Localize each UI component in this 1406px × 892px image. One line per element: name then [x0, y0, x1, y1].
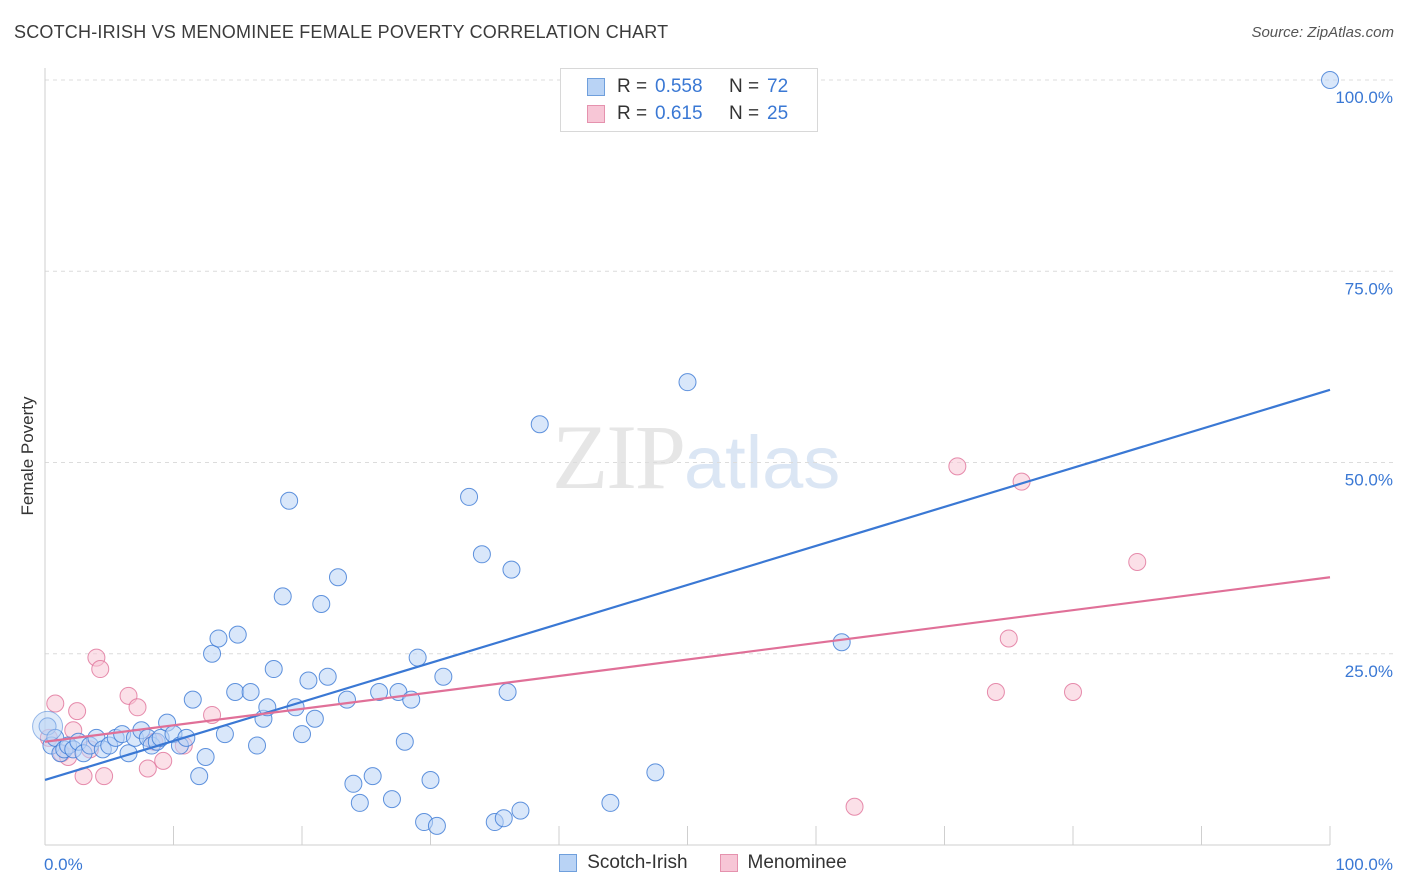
correlation-legend: R = 0.558 N = 72 R = 0.615 N = 25 [560, 68, 818, 132]
data-point [350, 793, 369, 812]
legend-swatch-pink [719, 854, 738, 872]
data-point [337, 690, 356, 709]
data-point [128, 698, 147, 717]
legend-n-label: N = [729, 76, 760, 97]
data-point [209, 629, 228, 648]
data-point [472, 545, 491, 564]
legend-item-menominee: Menominee [719, 852, 847, 874]
data-point [226, 683, 245, 701]
legend-item-label: Scotch-Irish [587, 852, 688, 873]
x-tick-label: 0.0% [44, 855, 83, 874]
data-point [646, 763, 665, 782]
y-axis-label: Female Poverty [18, 396, 37, 516]
x-tick-label: 100.0% [1335, 855, 1393, 874]
chart-title: SCOTCH-IRISH VS MENOMINEE FEMALE POVERTY… [14, 22, 669, 42]
data-point [299, 671, 318, 690]
grid-lines [45, 79, 1395, 655]
watermark-zip: ZIP [552, 406, 686, 508]
scotch-irish-trendline [44, 388, 1331, 782]
data-point [498, 683, 517, 701]
data-point [601, 793, 620, 812]
legend-row-scotch-irish: R = 0.558 N = 72 [587, 75, 788, 99]
legend-r-label: R = [617, 76, 648, 97]
data-point [1128, 552, 1147, 571]
data-point [154, 751, 173, 770]
menominee-trendline [44, 576, 1331, 743]
legend-item-scotch-irish: Scotch-Irish [559, 852, 688, 874]
legend-n-value: 25 [767, 103, 789, 124]
legend-item-label: Menominee [747, 852, 847, 873]
trendlines [44, 388, 1331, 782]
legend-swatch-pink [587, 105, 605, 123]
y-tick-label: 75.0% [1345, 279, 1393, 298]
tick-labels: 100.0% 75.0% 50.0% 25.0% 0.0% 100.0% [44, 88, 1393, 874]
scotch-irish-points [32, 71, 1339, 835]
data-point [434, 667, 453, 686]
data-point [678, 373, 697, 392]
data-point [832, 633, 851, 652]
data-point [948, 457, 967, 476]
legend-n-value: 72 [767, 76, 789, 97]
data-point [363, 767, 382, 786]
data-point [95, 767, 114, 786]
y-tick-label: 25.0% [1345, 662, 1393, 681]
data-point [183, 690, 202, 709]
series-legend: Scotch-Irish Menominee [0, 852, 1406, 874]
y-tick-label: 50.0% [1345, 471, 1393, 490]
data-point-cluster [32, 710, 64, 742]
legend-n-label: N = [729, 103, 760, 124]
data-point [421, 770, 440, 789]
data-point [530, 415, 549, 434]
data-point [228, 625, 247, 644]
legend-swatch-blue [587, 78, 605, 96]
data-point [196, 748, 215, 767]
data-point [408, 648, 427, 667]
data-point [460, 487, 479, 506]
axes [44, 68, 1331, 846]
source-label: Source: ZipAtlas.com [1251, 24, 1394, 41]
data-point [293, 725, 311, 744]
data-point [305, 709, 324, 728]
legend-swatch-blue [559, 854, 578, 872]
data-point [395, 732, 414, 751]
data-point [119, 744, 138, 763]
data-point [427, 816, 446, 835]
legend-r-label: R = [617, 103, 648, 124]
data-point [318, 667, 337, 686]
legend-r-value: 0.615 [655, 103, 703, 124]
data-point [328, 568, 347, 587]
y-tick-label: 100.0% [1335, 88, 1393, 107]
data-point [46, 694, 65, 713]
data-point [138, 759, 157, 778]
data-point [494, 809, 513, 828]
data-point [273, 587, 292, 606]
data-point [264, 660, 283, 679]
data-point [511, 801, 530, 820]
data-point [248, 736, 267, 755]
data-point [986, 683, 1005, 701]
legend-row-menominee: R = 0.615 N = 25 [587, 102, 788, 126]
data-point [190, 767, 209, 786]
data-point [370, 683, 389, 701]
data-point [1321, 71, 1339, 89]
data-point [203, 644, 222, 663]
data-point [999, 629, 1018, 648]
data-point [344, 774, 363, 793]
data-point [241, 683, 260, 701]
data-point [68, 702, 87, 721]
data-point [845, 797, 864, 816]
data-point [91, 660, 110, 679]
data-point [280, 491, 299, 510]
legend-r-value: 0.558 [655, 76, 703, 97]
data-point [382, 790, 401, 809]
data-point [312, 595, 331, 614]
data-point [502, 560, 521, 579]
data-point [1064, 683, 1082, 701]
